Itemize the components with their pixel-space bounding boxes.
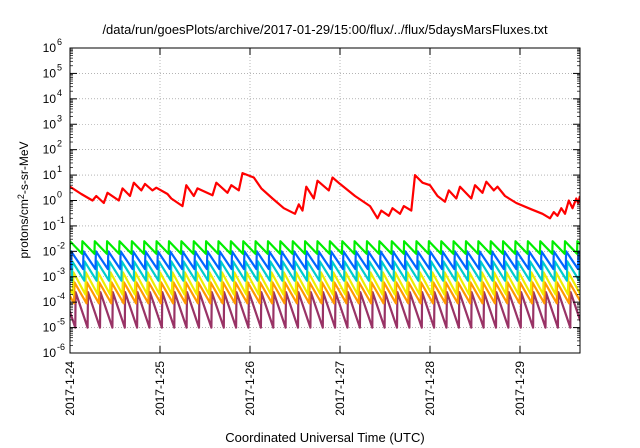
chart-title: /data/run/goesPlots/archive/2017-01-29/1…	[102, 22, 548, 37]
series-line	[70, 291, 580, 329]
y-tick-label: 10	[43, 143, 57, 157]
x-tick-label: 2017-1-28	[423, 361, 437, 416]
series-line	[70, 250, 580, 271]
y-tick-label: 10	[43, 41, 57, 55]
y-tick-label: 10	[43, 92, 57, 106]
series-line	[70, 281, 580, 305]
y-tick-exponent: 4	[57, 88, 62, 98]
y-tick-exponent: 3	[57, 113, 62, 123]
y-axis: 10 -610 -510 -410 -310 -210 -110 010 110 210 310 41…	[43, 37, 580, 360]
y-tick-exponent: -6	[57, 342, 65, 352]
y-tick-label: 10	[43, 244, 57, 258]
series-line	[70, 260, 580, 282]
series-group	[70, 172, 580, 329]
y-tick-label: 10	[43, 117, 57, 131]
y-tick-label: 10	[43, 194, 57, 208]
x-tick-label: 2017-1-25	[153, 361, 167, 416]
y-tick-exponent: -4	[57, 291, 65, 301]
series-line	[70, 240, 580, 255]
y-tick-exponent: 6	[57, 37, 62, 47]
y-axis-label: protons/cm2-s-sr-MeV	[16, 141, 31, 258]
y-tick-exponent: -5	[57, 317, 65, 327]
x-axis: 2017-1-24 2017-1-25 2017-1-26 2017-1-27 2017…	[63, 48, 527, 416]
x-tick-label: 2017-1-27	[333, 361, 347, 416]
y-tick-exponent: -1	[57, 215, 65, 225]
series-line	[70, 172, 580, 220]
x-tick-label: 2017-1-26	[243, 361, 257, 416]
y-tick-exponent: 0	[57, 190, 62, 200]
y-tick-label: 10	[43, 346, 57, 360]
y-tick-exponent: 2	[57, 139, 62, 149]
series-line	[70, 271, 580, 296]
y-tick-label: 10	[43, 219, 57, 233]
x-tick-label: 2017-1-29	[513, 361, 527, 416]
grid	[70, 48, 580, 353]
y-tick-label: 10	[43, 270, 57, 284]
x-axis-label: Coordinated Universal Time (UTC)	[225, 430, 424, 445]
y-tick-exponent: 1	[57, 164, 62, 174]
x-tick-label: 2017-1-24	[63, 361, 77, 416]
y-tick-label: 10	[43, 168, 57, 182]
y-tick-label: 10	[43, 321, 57, 335]
y-tick-exponent: 5	[57, 62, 62, 72]
y-tick-label: 10	[43, 295, 57, 309]
y-tick-exponent: -3	[57, 266, 65, 276]
y-tick-exponent: -2	[57, 240, 65, 250]
y-tick-label: 10	[43, 66, 57, 80]
